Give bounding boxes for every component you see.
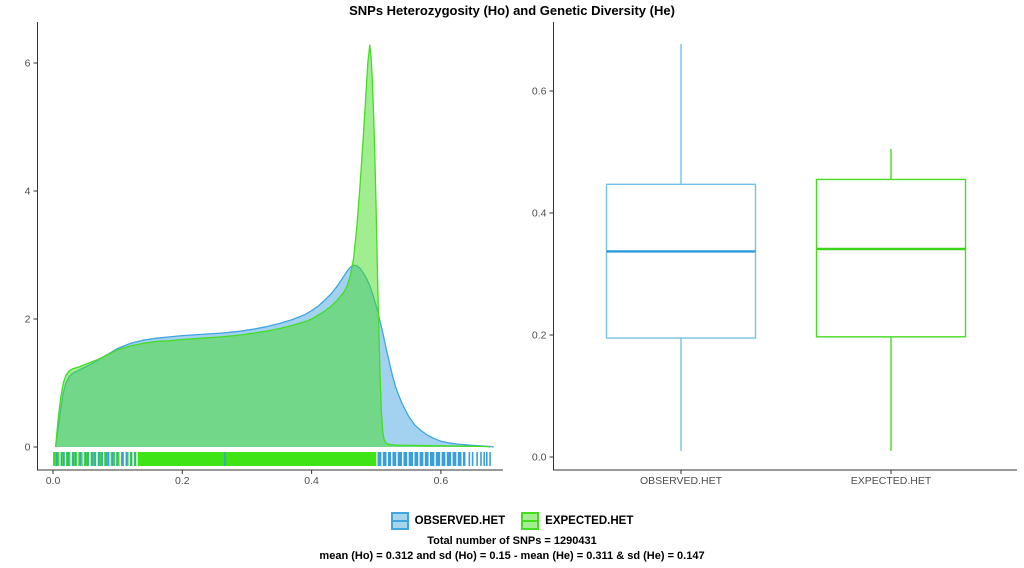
chart-canvas: 0.0 0.2 0.4 0.6 0 2 4 6 0.0 0.2 0.4 0.6 OBSERVED.HET… <box>25 22 1017 487</box>
svg-text:0.6: 0.6 <box>434 475 449 487</box>
legend-swatch-observed-icon <box>390 512 409 530</box>
svg-text:0.4: 0.4 <box>532 208 547 220</box>
caption-total-snps: Total number of SNPs = 1290431 <box>427 535 597 547</box>
legend-swatch-midline <box>523 520 538 522</box>
svg-text:0.0: 0.0 <box>532 452 547 464</box>
svg-text:OBSERVED.HET: OBSERVED.HET <box>640 475 723 487</box>
svg-text:0.6: 0.6 <box>532 86 547 98</box>
legend-item-expected: EXPECTED.HET <box>521 512 633 530</box>
svg-text:2: 2 <box>25 314 31 326</box>
svg-text:0.4: 0.4 <box>304 475 319 487</box>
legend-swatch-expected-icon <box>521 512 540 530</box>
page-title: SNPs Heterozygosity (Ho) and Genetic Div… <box>349 3 675 18</box>
svg-text:EXPECTED.HET: EXPECTED.HET <box>851 475 932 487</box>
svg-text:6: 6 <box>25 58 31 70</box>
svg-text:0.2: 0.2 <box>532 330 547 342</box>
legend-label-observed: OBSERVED.HET <box>414 515 506 527</box>
svg-text:0: 0 <box>25 442 31 454</box>
legend-swatch-midline <box>392 520 407 522</box>
caption-stats: mean (Ho) = 0.312 and sd (Ho) = 0.15 - m… <box>319 550 705 562</box>
svg-text:4: 4 <box>25 186 31 198</box>
svg-text:0.2: 0.2 <box>175 475 190 487</box>
legend: OBSERVED.HET EXPECTED.HET <box>0 510 1024 532</box>
legend-label-expected: EXPECTED.HET <box>545 515 634 527</box>
legend-item-observed: OBSERVED.HET <box>390 512 506 530</box>
svg-text:0.0: 0.0 <box>46 475 61 487</box>
